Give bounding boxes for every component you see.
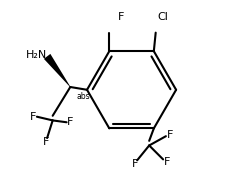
Text: H₂N: H₂N: [26, 50, 47, 59]
Text: abs: abs: [76, 92, 90, 101]
Text: F: F: [30, 112, 36, 122]
Text: F: F: [166, 130, 172, 140]
Text: F: F: [118, 12, 124, 22]
Text: F: F: [131, 159, 138, 169]
Text: F: F: [67, 117, 73, 127]
Text: Cl: Cl: [157, 12, 168, 22]
Text: F: F: [43, 137, 49, 147]
Text: F: F: [163, 157, 169, 167]
Polygon shape: [44, 54, 70, 87]
